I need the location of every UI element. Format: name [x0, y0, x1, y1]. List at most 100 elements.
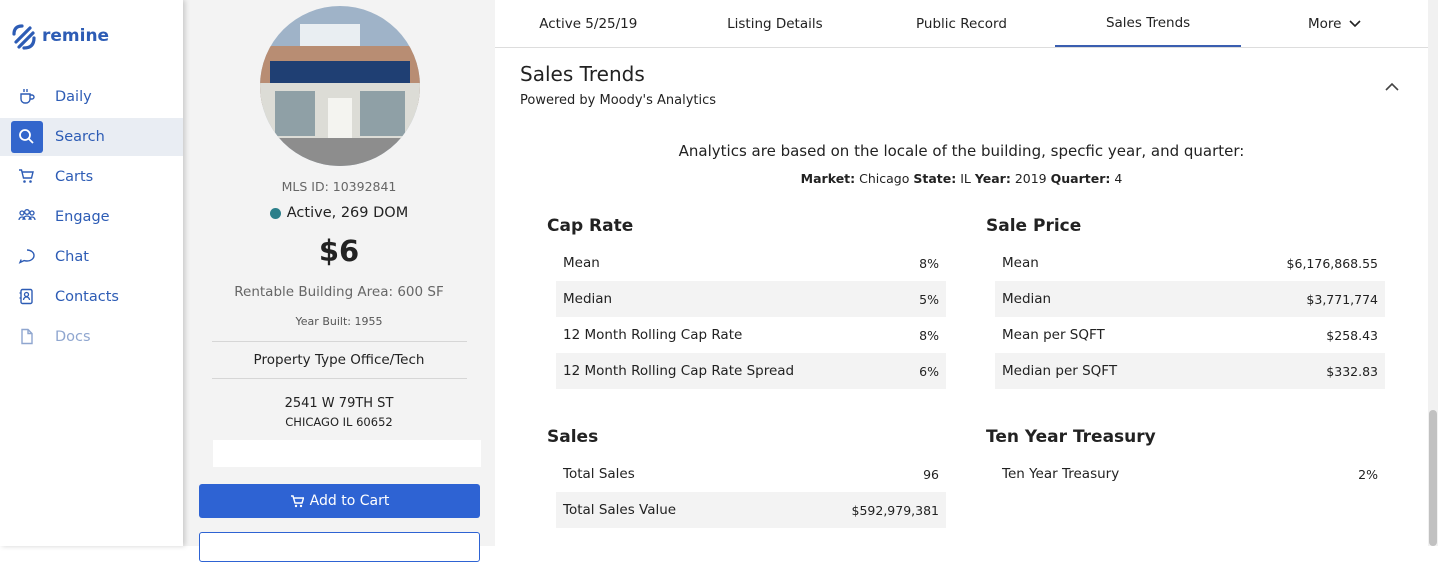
scroll-thumb[interactable]	[1429, 410, 1437, 546]
add-to-cart-button[interactable]: Add to Cart	[199, 484, 480, 518]
section-subtitle: Powered by Moody's Analytics	[520, 93, 717, 108]
row-label: Mean	[563, 255, 600, 271]
property-photo	[260, 6, 420, 166]
nav-label: Daily	[55, 89, 92, 105]
table-title: Ten Year Treasury	[986, 427, 1156, 447]
nav-item[interactable]: Carts	[0, 158, 183, 196]
scrollbar[interactable]	[1428, 0, 1438, 546]
nav-icon	[11, 321, 43, 353]
divider	[212, 378, 467, 379]
tables: Cap Rate Mean 8% Median 5% 12 Month Rolling C…	[547, 212, 1385, 528]
collapse-icon[interactable]	[1384, 80, 1400, 92]
address-line: CHICAGO IL 60652	[285, 415, 393, 429]
filter-label: State:	[913, 171, 957, 186]
row-value: 6%	[919, 363, 939, 379]
nav-item[interactable]: Contacts	[0, 278, 183, 316]
row-value: 2%	[1358, 466, 1378, 482]
icon	[19, 288, 33, 305]
stat-table: Cap Rate Mean 8% Median 5% 12 Month Rolling C…	[547, 212, 946, 389]
row-label: Total Sales	[563, 466, 635, 482]
tab[interactable]: Sales Trends	[1054, 0, 1242, 47]
table-body: Total Sales 96 Total Sales Value $592,979,3…	[547, 456, 946, 528]
row-value: $592,979,381	[851, 502, 939, 518]
row-label: 12 Month Rolling Cap Rate	[563, 327, 743, 343]
row-label: Mean	[1002, 255, 1039, 271]
row-label: Ten Year Treasury	[1002, 466, 1120, 482]
nav-icon	[11, 201, 43, 233]
secondary-button[interactable]	[199, 532, 480, 562]
icon	[19, 129, 34, 144]
table-row: 12 Month Rolling Cap Rate Spread 6%	[556, 353, 946, 389]
nav-label: Engage	[55, 209, 110, 225]
table-title: Sales	[547, 427, 599, 447]
listing-panel: MLS ID: 10392841 Active, 269 DOM $6 Rent…	[183, 0, 495, 562]
button-label: Add to Cart	[309, 493, 390, 509]
nav-label: Search	[55, 129, 105, 145]
section-title: Sales Trends	[520, 62, 645, 86]
sidebar: remine Daily Search Carts Engage Chat Contact…	[0, 0, 183, 546]
table-row: Total Sales 96	[556, 456, 946, 492]
row-label: Median per SQFT	[1002, 363, 1118, 379]
table-row: Mean $6,176,868.55	[995, 245, 1385, 281]
mls-id: MLS ID: 10392841	[281, 179, 397, 194]
table-body: Mean 8% Median 5% 12 Month Rolling Cap Rate 8…	[547, 245, 946, 389]
filter-label: Year:	[974, 171, 1011, 186]
icon	[20, 89, 35, 104]
tab-label: Public Record	[916, 15, 1007, 32]
input-box[interactable]	[213, 440, 481, 467]
row-value: 5%	[919, 291, 939, 307]
table-title: Cap Rate	[547, 216, 634, 236]
icon	[21, 328, 33, 345]
row-label: Total Sales Value	[563, 502, 677, 518]
brand: remine	[42, 26, 110, 46]
divider	[212, 341, 467, 342]
table-body: Mean $6,176,868.55 Median $3,771,774 Mean pe…	[986, 245, 1385, 389]
nav-item[interactable]: Search	[0, 118, 183, 156]
filter-value: IL	[960, 171, 971, 186]
row-value: $258.43	[1326, 327, 1378, 343]
nav-item[interactable]: Docs	[0, 318, 183, 356]
nav-item[interactable]: Engage	[0, 198, 183, 236]
nav-icon	[11, 241, 43, 273]
row-value: $3,771,774	[1306, 291, 1378, 307]
table-row: Median per SQFT $332.83	[995, 353, 1385, 389]
stat-table: Sales Total Sales 96 Total Sales Value $592,…	[547, 423, 946, 528]
tab-label: Active 5/25/19	[539, 15, 638, 32]
price: $6	[318, 234, 360, 268]
nav-item[interactable]: Daily	[0, 78, 183, 116]
filter-label: Market:	[800, 171, 856, 186]
row-label: 12 Month Rolling Cap Rate Spread	[563, 363, 795, 379]
row-value: $332.83	[1326, 363, 1378, 379]
table-row: Ten Year Treasury 2%	[995, 456, 1385, 492]
nav-label: Carts	[55, 169, 94, 185]
tab[interactable]: Active 5/25/19	[495, 0, 682, 47]
stat-table: Ten Year Treasury Ten Year Treasury 2%	[986, 423, 1385, 528]
row-value: $6,176,868.55	[1286, 255, 1378, 271]
property-type: Property Type Office/Tech	[253, 352, 425, 368]
row-value: 8%	[919, 327, 939, 343]
icon	[19, 169, 34, 183]
row-value: 8%	[919, 255, 939, 271]
row-label: Median	[563, 291, 613, 307]
icon	[18, 249, 35, 264]
nav-item[interactable]: Chat	[0, 238, 183, 276]
table-row: Total Sales Value $592,979,381	[556, 492, 946, 528]
nav-icon	[11, 281, 43, 313]
cart-icon	[290, 495, 304, 508]
row-value: 96	[923, 466, 939, 482]
icon	[18, 209, 36, 221]
row-label: Mean per SQFT	[1002, 327, 1105, 343]
filters: Market: Chicago State: IL Year: 2019 Qua…	[495, 171, 1428, 186]
tab[interactable]: Public Record	[868, 0, 1055, 47]
table-row: Mean 8%	[556, 245, 946, 281]
nav-label: Docs	[55, 329, 91, 345]
logo	[12, 24, 36, 50]
table-row: Mean per SQFT $258.43	[995, 317, 1385, 353]
status-text: Active, 269 DOM	[286, 205, 409, 221]
filter-value: 2019	[1014, 171, 1047, 186]
tab[interactable]: Listing Details	[682, 0, 869, 47]
address-line: 2541 W 79TH ST	[284, 396, 394, 411]
tab[interactable]: More	[1241, 0, 1428, 47]
table-row: Median $3,771,774	[995, 281, 1385, 317]
status-dot	[269, 207, 281, 219]
